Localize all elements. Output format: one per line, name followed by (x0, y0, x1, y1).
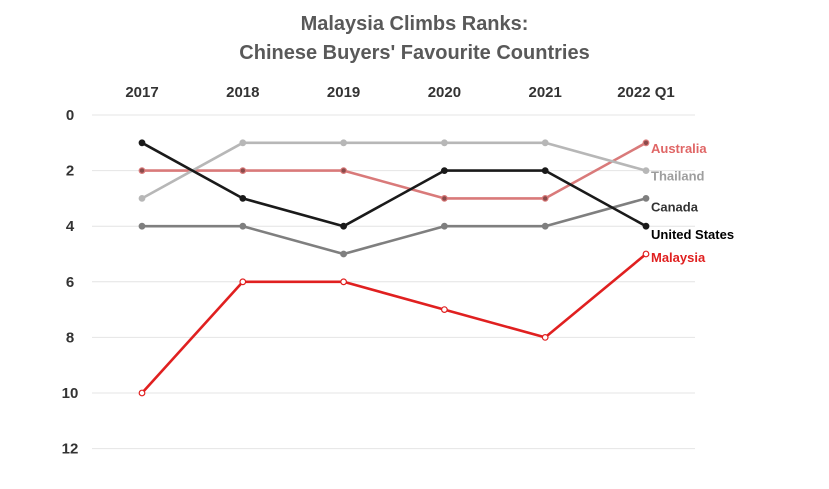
series-australia (138, 139, 650, 202)
series-line (140, 141, 648, 200)
data-point (138, 167, 146, 175)
data-point (441, 139, 448, 147)
series-thailand (138, 139, 650, 202)
data-point (239, 167, 247, 175)
series-malaysia (138, 250, 650, 397)
series-canada (138, 194, 650, 258)
data-point (340, 278, 348, 286)
y-tick-label: 6 (66, 274, 74, 291)
data-point (340, 167, 348, 175)
y-tick-label: 8 (66, 329, 74, 346)
series-label: Malaysia (651, 250, 706, 265)
data-point (239, 222, 247, 230)
chart-title: Malaysia Climbs Ranks: Chinese Buyers' F… (0, 10, 829, 68)
data-point (138, 222, 146, 230)
data-point (541, 139, 549, 147)
data-point (138, 194, 146, 202)
data-point (441, 167, 448, 175)
data-point (642, 139, 650, 147)
data-point (541, 334, 549, 341)
chart-title-line-2: Chinese Buyers' Favourite Countries (239, 42, 590, 64)
series-label: Thailand (651, 169, 705, 184)
data-point (239, 139, 247, 147)
x-tick-label: 2017 (125, 84, 158, 101)
y-tick-label: 2 (66, 163, 74, 180)
y-tick-label: 10 (62, 385, 79, 402)
data-point (441, 306, 448, 314)
data-point (340, 250, 348, 258)
data-point (239, 278, 247, 286)
series-line (140, 141, 648, 200)
series-line (140, 252, 648, 395)
data-point (642, 222, 650, 230)
data-point (642, 250, 650, 258)
data-point (138, 139, 146, 147)
x-tick-label: 2022 Q1 (617, 84, 675, 101)
y-tick-label: 12 (62, 441, 79, 458)
x-tick-label: 2019 (327, 84, 360, 101)
data-point (138, 389, 146, 397)
series-label: Canada (651, 199, 699, 214)
chart-title-line-1: Malaysia Climbs Ranks: (300, 13, 529, 35)
series-line (140, 197, 648, 256)
x-tick-label: 2018 (226, 84, 259, 101)
series-label: Australia (651, 141, 707, 156)
y-tick-label: 0 (66, 107, 74, 124)
series-united-states (138, 139, 650, 230)
series-line (140, 141, 648, 228)
data-point (441, 222, 448, 230)
y-tick-label: 4 (66, 218, 75, 235)
data-point (541, 194, 549, 202)
x-tick-label: 2021 (529, 84, 562, 101)
data-point (441, 194, 448, 202)
data-point (239, 194, 247, 202)
x-tick-label: 2020 (428, 84, 461, 101)
data-point (541, 167, 549, 175)
data-point (642, 194, 650, 202)
series-label: United States (651, 227, 734, 242)
data-point (642, 167, 650, 175)
data-point (340, 139, 348, 147)
data-point (541, 222, 549, 230)
data-point (340, 222, 348, 230)
